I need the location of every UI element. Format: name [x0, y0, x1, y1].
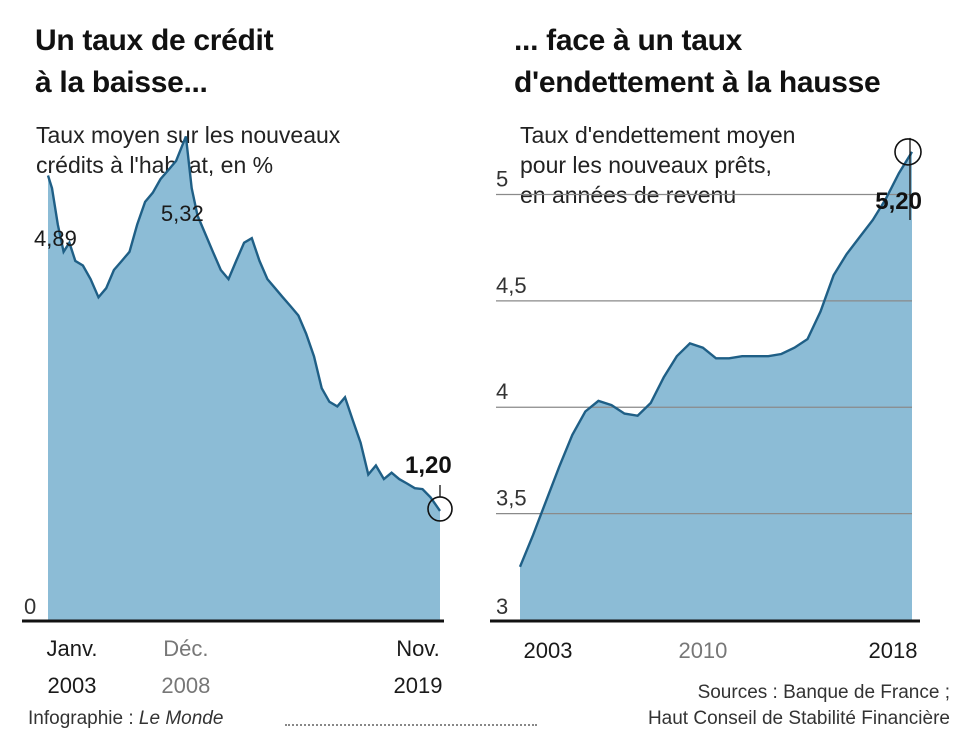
sources-line-1: Sources : Banque de France ; — [697, 682, 950, 703]
right-end-value-label: 5,20 — [875, 188, 922, 215]
charts-canvas: 0 4,89 5,32 1,20 Janv. 2003 Déc. 2008 No… — [22, 135, 922, 698]
left-x-label-month-2: Déc. — [163, 636, 208, 661]
right-chart: 3 3,5 4 4,5 5 5,20 2003 2010 2018 — [490, 137, 922, 663]
right-title-line-1: ... face à un taux — [514, 24, 743, 57]
right-y-tick-3: 3 — [496, 594, 508, 619]
left-end-highlight-circle — [427, 496, 453, 522]
left-y-tick-0: 0 — [24, 594, 36, 619]
right-x-label-2: 2010 — [678, 638, 727, 663]
infographie-credit: Infographie : Le Monde — [28, 708, 223, 730]
left-subtitle-line-1: Taux moyen sur les nouveaux — [36, 122, 341, 148]
right-subtitle-line-2: pour les nouveaux prêts, — [520, 152, 772, 178]
left-title-line-1: Un taux de crédit — [35, 24, 274, 57]
left-end-value-label: 1,20 — [405, 452, 452, 479]
left-area-fill — [48, 136, 440, 620]
left-title-line-2: à la baisse... — [35, 66, 208, 99]
sources-line-2: Haut Conseil de Stabilité Financière — [647, 708, 950, 729]
left-peak-value-label: 5,32 — [161, 201, 204, 226]
right-subtitle-line-1: Taux d'endettement moyen — [520, 122, 796, 148]
infographie-prefix: Infographie : — [28, 708, 139, 729]
right-y-tick-5: 5 — [496, 166, 508, 191]
left-x-label-year-1: 2003 — [48, 673, 97, 698]
infographie-name: Le Monde — [138, 708, 224, 729]
right-gridlines — [496, 193, 912, 515]
left-subtitle-line-2: crédits à l'habitat, en % — [36, 152, 274, 178]
left-x-label-year-3: 2019 — [394, 673, 443, 698]
credits-dotted-leader — [285, 724, 537, 726]
right-end-highlight-circle — [894, 138, 922, 166]
left-x-label-month-1: Janv. — [47, 636, 98, 661]
left-chart-title: Un taux de crédit à la baisse... — [35, 20, 274, 104]
right-y-tick-4-5: 4,5 — [496, 273, 527, 298]
right-x-label-1: 2003 — [524, 638, 573, 663]
right-chart-title: ... face à un taux d'endettement à la ha… — [514, 20, 881, 104]
left-chart-subtitle: Taux moyen sur les nouveaux crédits à l'… — [36, 120, 340, 180]
right-y-tick-3-5: 3,5 — [496, 486, 527, 511]
right-x-label-3: 2018 — [869, 638, 918, 663]
right-series-line — [518, 151, 914, 568]
left-start-value-label: 4,89 — [34, 226, 77, 251]
left-x-label-month-3: Nov. — [396, 636, 440, 661]
right-y-tick-4: 4 — [496, 379, 508, 404]
right-area-fill — [520, 151, 912, 620]
left-series-line — [46, 135, 441, 512]
left-chart: 0 4,89 5,32 1,20 Janv. 2003 Déc. 2008 No… — [22, 135, 453, 698]
left-x-label-year-2: 2008 — [161, 673, 210, 698]
right-title-line-2: d'endettement à la hausse — [514, 66, 881, 99]
